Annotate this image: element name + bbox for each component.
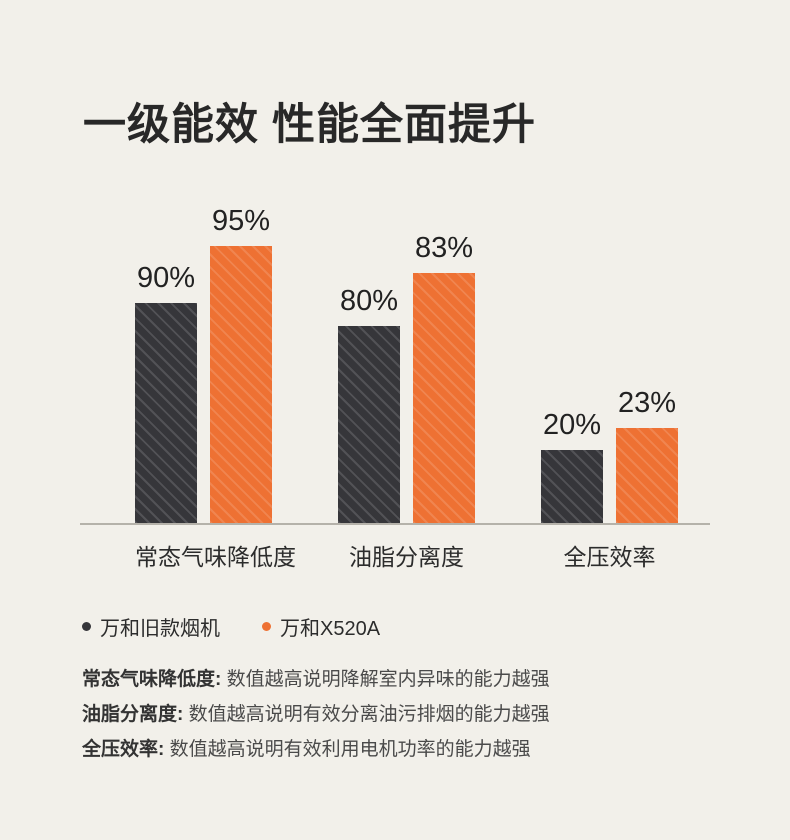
bar [210, 246, 272, 523]
bar-value-label: 20% [542, 409, 602, 441]
bar [135, 303, 197, 523]
bar-value-label: 90% [136, 262, 196, 294]
legend-label: 万和X520A [280, 618, 381, 640]
bar-group: 80% 83% [338, 232, 475, 523]
bar-column: 95% [210, 205, 272, 523]
note-text: 数值越高说明降解室内异味的能力越强 [226, 669, 550, 690]
bar-column: 80% [338, 285, 400, 523]
note-label: 常态气味降低度: [82, 669, 222, 690]
bar-value-label: 80% [339, 285, 399, 317]
footnotes: 常态气味降低度: 数值越高说明降解室内异味的能力越强 油脂分离度: 数值越高说明… [82, 662, 550, 767]
legend-dot-dark-icon [82, 622, 91, 631]
legend-dot-orange-icon [262, 622, 271, 631]
bar-column: 83% [413, 232, 475, 523]
bar-group: 20% 23% [541, 387, 678, 523]
page-title: 一级能效 性能全面提升 [83, 101, 536, 149]
bar [616, 428, 678, 523]
note-row: 油脂分离度: 数值越高说明有效分离油污排烟的能力越强 [82, 697, 550, 732]
category-label: 全压效率 [563, 544, 656, 570]
bar-group: 90% 95% [135, 205, 272, 523]
bar-value-label: 95% [211, 205, 271, 237]
bar-column: 23% [616, 387, 678, 523]
legend: 万和旧款烟机 万和X520A [82, 612, 380, 641]
category-label: 油脂分离度 [349, 544, 464, 570]
bar-column: 90% [135, 262, 197, 523]
note-row: 常态气味降低度: 数值越高说明降解室内异味的能力越强 [82, 662, 550, 697]
note-text: 数值越高说明有效利用电机功率的能力越强 [169, 739, 531, 760]
bar [413, 273, 475, 523]
bar-value-label: 23% [617, 387, 677, 419]
bar-value-label: 83% [414, 232, 474, 264]
legend-item-x520a: 万和X520A [262, 612, 380, 641]
note-row: 全压效率: 数值越高说明有效利用电机功率的能力越强 [82, 732, 550, 767]
bar [338, 326, 400, 523]
bar [541, 450, 603, 523]
legend-item-old-model: 万和旧款烟机 [82, 612, 220, 641]
note-label: 全压效率: [82, 739, 165, 760]
category-labels: 常态气味降低度 油脂分离度 全压效率 [80, 538, 710, 572]
bar-column: 20% [541, 409, 603, 523]
category-label: 常态气味降低度 [135, 544, 296, 570]
note-label: 油脂分离度: [82, 704, 184, 725]
bar-chart: 90% 95% 80% 83% 20% 23% [80, 0, 710, 525]
note-text: 数值越高说明有效分离油污排烟的能力越强 [188, 704, 550, 725]
legend-label: 万和旧款烟机 [100, 618, 220, 640]
